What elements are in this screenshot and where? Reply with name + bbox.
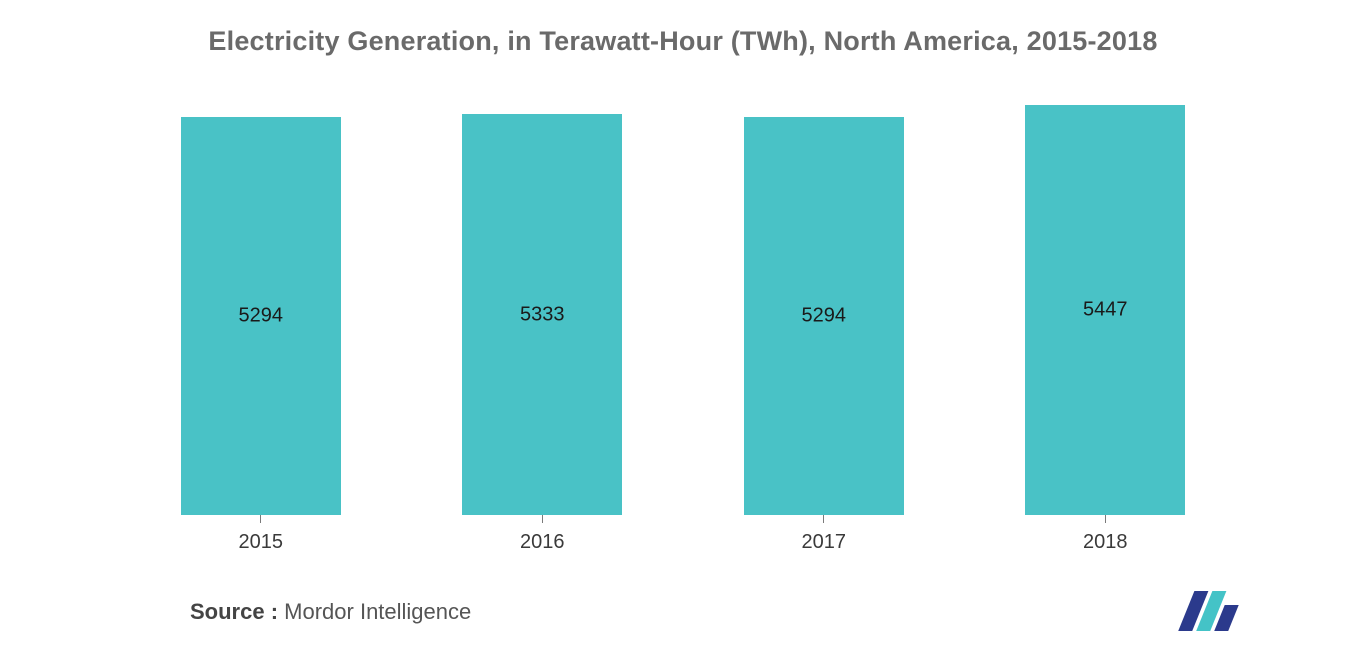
- bar-slot: 5333: [402, 105, 684, 515]
- x-axis-cell: 2017: [683, 515, 965, 554]
- x-tick: [542, 515, 543, 523]
- bar-slot: 5294: [120, 105, 402, 515]
- bar-value-label: 5294: [802, 305, 847, 328]
- chart-title: Electricity Generation, in Terawatt-Hour…: [120, 26, 1246, 57]
- x-tick: [1105, 515, 1106, 523]
- x-axis-cell: 2018: [965, 515, 1247, 554]
- brand-logo: [1174, 587, 1246, 631]
- x-axis: 2015 2016 2017 2018: [120, 515, 1246, 554]
- x-axis-label: 2017: [802, 531, 847, 554]
- x-axis-label: 2018: [1083, 531, 1128, 554]
- x-axis-cell: 2015: [120, 515, 402, 554]
- bar-value-label: 5447: [1083, 299, 1128, 322]
- x-axis-cell: 2016: [402, 515, 684, 554]
- bar-value-label: 5294: [239, 305, 284, 328]
- bar: 5294: [181, 117, 341, 515]
- source-name: Mordor Intelligence: [284, 599, 471, 624]
- source-attribution: Source : Mordor Intelligence: [190, 599, 471, 625]
- bar: 5447: [1025, 105, 1185, 515]
- x-axis-label: 2015: [239, 531, 284, 554]
- bar: 5333: [462, 114, 622, 515]
- bar: 5294: [744, 117, 904, 515]
- bar-slot: 5447: [965, 105, 1247, 515]
- x-tick: [260, 515, 261, 523]
- x-tick: [823, 515, 824, 523]
- chart-container: Electricity Generation, in Terawatt-Hour…: [0, 0, 1366, 655]
- source-label: Source :: [190, 599, 278, 624]
- chart-plot-area: 5294 5333 5294 5447: [120, 105, 1246, 515]
- bar-value-label: 5333: [520, 303, 565, 326]
- x-axis-label: 2016: [520, 531, 565, 554]
- bar-slot: 5294: [683, 105, 965, 515]
